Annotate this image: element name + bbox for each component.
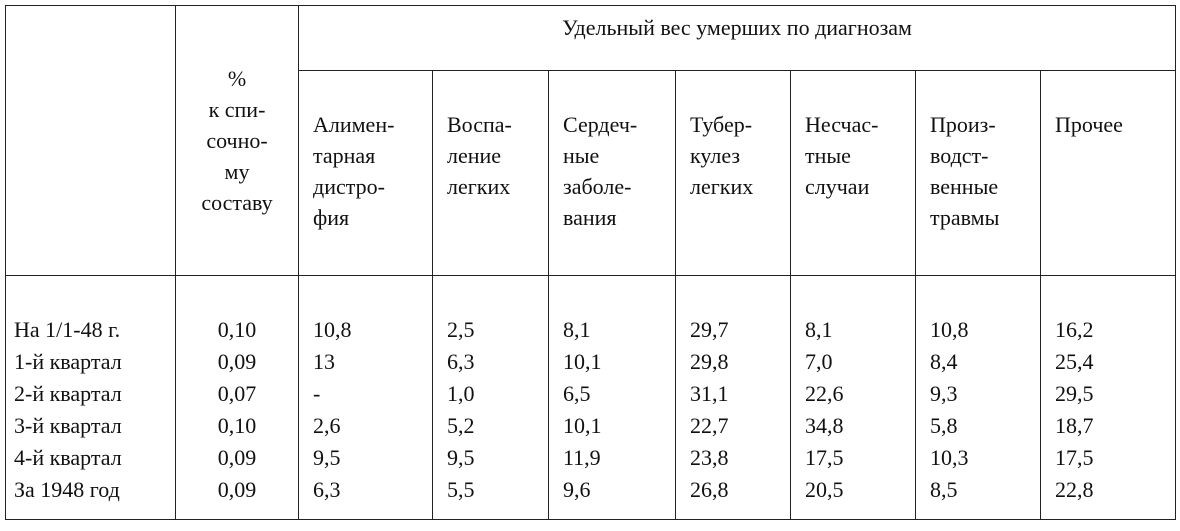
value-cell: 9,5 xyxy=(432,442,549,474)
value-cell: 6,3 xyxy=(298,474,433,520)
value-cell: 29,7 xyxy=(675,275,791,346)
value-cell: 8,4 xyxy=(915,346,1041,378)
header-row: Алимен- тарная дистро- фия Воспа- ление л… xyxy=(6,70,1177,276)
row-label: 2-й квартал xyxy=(5,378,176,410)
corner-cell xyxy=(5,5,176,276)
value-cell: 5,8 xyxy=(915,410,1041,442)
value-cell: 6,3 xyxy=(432,346,549,378)
value-cell: 23,8 xyxy=(675,442,791,474)
value-cell: 16,2 xyxy=(1039,275,1177,346)
value-cell: 22,8 xyxy=(1039,474,1177,520)
value-cell: 1,0 xyxy=(432,378,549,410)
percent-cell: 0,09 xyxy=(175,346,299,378)
table-body: % к спи- сочно- му составу Удельный вес … xyxy=(5,5,1177,520)
data-row: На 1/1-48 г. 0,10 10,8 2,5 8,1 29,7 8,1 10,8 16,… xyxy=(5,275,1177,346)
row-label: За 1948 год xyxy=(5,474,176,520)
value-cell: 10,1 xyxy=(548,346,676,378)
row-label: На 1/1-48 г. xyxy=(5,275,176,346)
percent-cell: 0,10 xyxy=(175,410,299,442)
value-cell: 6,5 xyxy=(548,378,676,410)
data-row: 2-й квартал 0,07-1,0 6,5 31,1 22,6 9,3 29,5 xyxy=(5,378,1177,410)
percent-cell: 0,09 xyxy=(175,474,299,520)
value-cell: 5,5 xyxy=(432,474,549,520)
percent-cell: 0,09 xyxy=(175,442,299,474)
value-cell: 5,2 xyxy=(432,410,549,442)
value-cell: 20,5 xyxy=(790,474,916,520)
value-cell: 26,8 xyxy=(675,474,791,520)
value-cell: 7,0 xyxy=(790,346,916,378)
column-header: Тубер- кулез легких xyxy=(675,70,791,276)
group-header: Удельный вес умерших по диагнозам xyxy=(297,5,1177,71)
value-cell: 34,8 xyxy=(790,410,916,442)
column-header: Сердеч- ные заболе- вания xyxy=(548,70,676,276)
value-cell: 2,5 xyxy=(432,275,549,346)
column-header: Воспа- ление легких xyxy=(432,70,549,276)
value-cell: 10,1 xyxy=(548,410,676,442)
value-cell: 9,5 xyxy=(298,442,433,474)
value-cell: 22,7 xyxy=(675,410,791,442)
value-cell: 17,5 xyxy=(790,442,916,474)
data-table: % к спи- сочно- му составу Удельный вес … xyxy=(5,5,1177,520)
value-cell: 10,8 xyxy=(915,275,1041,346)
row-label: 1-й квартал xyxy=(5,346,176,378)
value-cell: 10,3 xyxy=(915,442,1041,474)
value-cell: 2,6 xyxy=(298,410,433,442)
row-label: 3-й квартал xyxy=(5,410,176,442)
value-cell: 8,5 xyxy=(915,474,1041,520)
value-cell: 22,6 xyxy=(790,378,916,410)
value-cell: 25,4 xyxy=(1039,346,1177,378)
value-cell: 29,5 xyxy=(1039,378,1177,410)
percent-cell: 0,07 xyxy=(175,378,299,410)
percent-header: % к спи- сочно- му составу xyxy=(175,5,299,276)
value-cell: 17,5 xyxy=(1039,442,1177,474)
value-cell: 10,8 xyxy=(298,275,433,346)
data-row: 1-й квартал 0,09 13 6,3 10,1 29,8 7,0 8,4 25,4 xyxy=(5,346,1177,378)
value-cell: 31,1 xyxy=(675,378,791,410)
value-cell: 8,1 xyxy=(790,275,916,346)
value-cell: 13 xyxy=(298,346,433,378)
data-row: 3-й квартал 0,10 2,6 5,2 10,1 22,7 34,8 5,8 18,7 xyxy=(5,410,1177,442)
data-row: За 1948 год 0,09 6,3 5,5 9,6 26,8 20,5 8,5 22,8 xyxy=(5,474,1177,520)
value-cell: 8,1 xyxy=(548,275,676,346)
value-cell: 18,7 xyxy=(1039,410,1177,442)
column-header: Несчас- тные случаи xyxy=(790,70,916,276)
column-header: Алимен- тарная дистро- фия xyxy=(298,70,433,276)
value-cell: 9,3 xyxy=(915,378,1041,410)
value-cell: 11,9 xyxy=(548,442,676,474)
data-row: 4-й квартал 0,09 9,5 9,5 11,9 23,8 17,5 10,3 17,… xyxy=(5,442,1177,474)
percent-cell: 0,10 xyxy=(175,275,299,346)
column-header: Произ- водст- венные травмы xyxy=(915,70,1041,276)
value-cell: - xyxy=(298,378,433,410)
header-row: % к спи- сочно- му составу Удельный вес … xyxy=(5,5,1177,276)
column-header: Прочее xyxy=(1039,70,1177,276)
value-cell: 9,6 xyxy=(548,474,676,520)
row-label: 4-й квартал xyxy=(5,442,176,474)
value-cell: 29,8 xyxy=(675,346,791,378)
